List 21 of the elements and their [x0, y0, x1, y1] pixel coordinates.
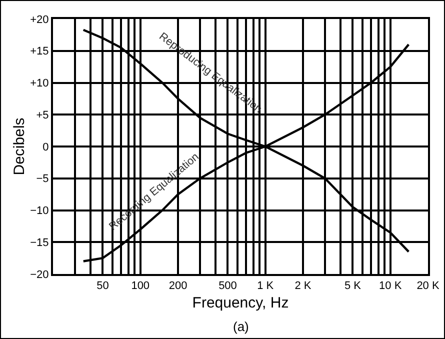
- x-tick-label: 20 K: [416, 280, 440, 292]
- text: (a): [233, 319, 249, 334]
- y-tick-label: +5: [36, 109, 49, 122]
- x-tick-label: 200: [168, 280, 188, 292]
- x-tick-label: 1 K: [257, 280, 274, 292]
- x-tick-label: 10 K: [379, 280, 402, 292]
- y-tick-label: 0: [42, 141, 49, 154]
- y-tick-label: −20: [30, 268, 49, 281]
- x-tick-label: 500: [218, 280, 237, 292]
- y-axis-title: Decibels: [10, 118, 28, 176]
- x-tick-label: 100: [131, 280, 150, 292]
- y-tick-label: −5: [36, 173, 49, 186]
- y-tick-label: −10: [30, 205, 49, 218]
- x-axis-title: Frequency, Hz: [192, 294, 289, 312]
- y-tick-label: +15: [30, 46, 49, 58]
- x-tick-label: 2 K: [294, 280, 312, 292]
- x-tick-label: 50: [96, 280, 109, 292]
- y-tick-label: −15: [30, 236, 49, 249]
- x-tick-label: 5 K: [344, 280, 362, 292]
- y-tick-label: +10: [30, 78, 49, 90]
- y-tick-label: +20: [30, 14, 49, 26]
